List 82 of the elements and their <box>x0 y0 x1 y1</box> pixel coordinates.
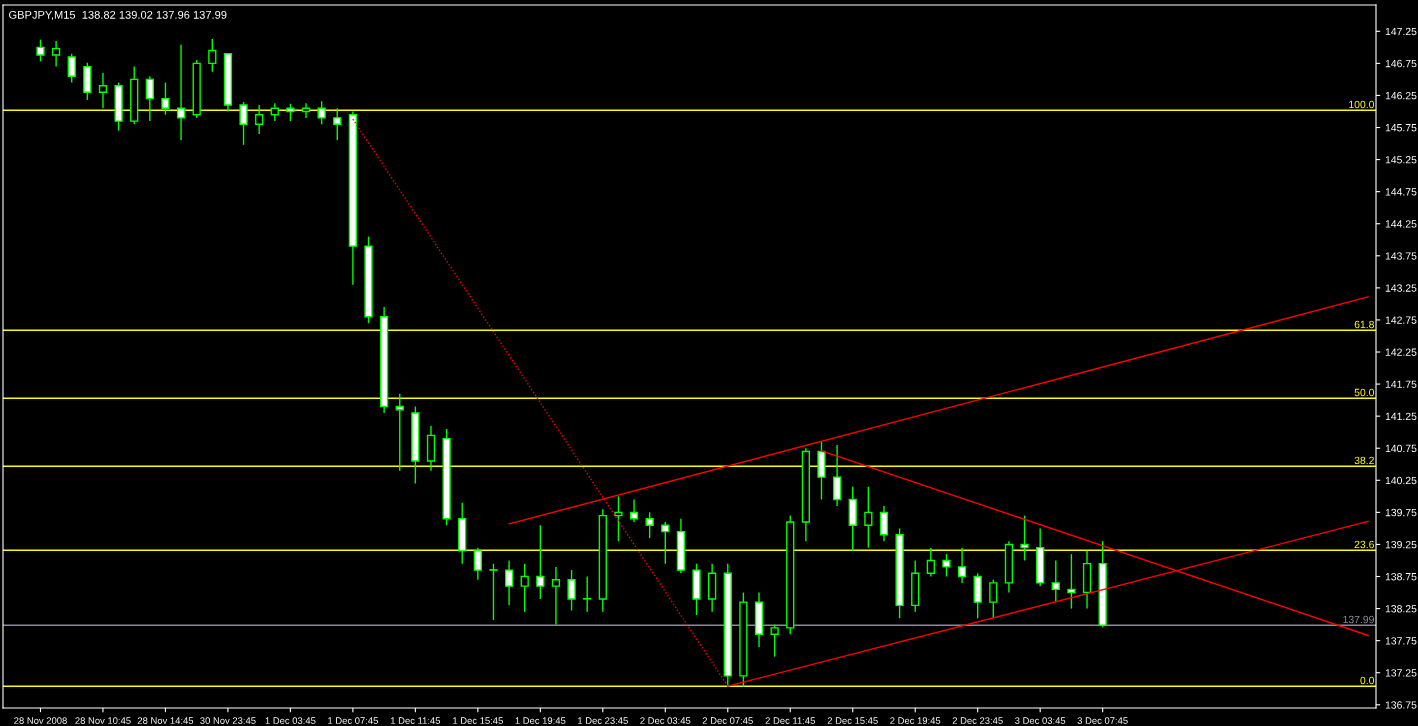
y-tick-label: 138.75 <box>1385 573 1417 581</box>
candlestick <box>661 521 670 565</box>
y-tick-label: 141.25 <box>1385 412 1417 421</box>
x-tick-label: 2 Dec 07:45 <box>702 717 753 724</box>
x-tick-label: 3 Dec 03:45 <box>1015 717 1066 724</box>
y-tick-label: 146.75 <box>1385 59 1417 68</box>
y-tick-label: 147.25 <box>1385 27 1417 36</box>
x-tick-label: 1 Dec 11:45 <box>390 717 441 724</box>
y-tick-label: 137.75 <box>1385 637 1417 645</box>
x-tick-label: 2 Dec 19:45 <box>890 717 941 724</box>
annotation: 38.2 <box>1354 456 1374 465</box>
annotation: 0.0 <box>1360 676 1375 685</box>
y-tick-label: 145.75 <box>1385 124 1417 132</box>
candlestick <box>473 546 482 581</box>
y-tick-label: 137.25 <box>1385 669 1417 677</box>
candlestick <box>614 495 623 542</box>
x-tick-label: 1 Dec 19:45 <box>515 717 566 724</box>
x-tick-label: 1 Dec 07:45 <box>328 717 378 724</box>
x-tick-label: 3 Dec 07:45 <box>1077 717 1128 724</box>
candlestick <box>879 505 889 542</box>
x-tick-label: 28 Nov 14:45 <box>137 717 194 724</box>
y-tick-label: 143.25 <box>1385 284 1417 292</box>
candlestick <box>176 44 186 142</box>
annotation: 100.0 <box>1349 100 1375 109</box>
candlestick <box>145 75 154 122</box>
x-tick-label: 28 Nov 2008 <box>14 717 67 724</box>
candlestick <box>551 566 561 626</box>
y-tick-label: 142.25 <box>1385 348 1417 356</box>
x-tick-label: 2 Dec 03:45 <box>640 717 691 724</box>
x-tick-label: 2 Dec 15:45 <box>827 717 878 724</box>
candlestick <box>504 559 514 607</box>
candlestick <box>36 38 45 63</box>
ref-line-label: 137.99 <box>1343 615 1374 624</box>
candlestick <box>51 40 61 68</box>
candlestick <box>1020 514 1029 562</box>
y-tick-label: 146.25 <box>1385 91 1417 100</box>
y-tick-label: 139.25 <box>1385 540 1417 549</box>
y-tick-label: 136.75 <box>1385 701 1417 709</box>
x-tick-label: 2 Dec 23:45 <box>952 717 1003 724</box>
y-tick-label: 141.75 <box>1385 380 1417 388</box>
x-tick-label: 1 Dec 15:45 <box>453 717 503 724</box>
candlestick <box>1051 559 1060 603</box>
y-tick-label: 143.75 <box>1385 252 1417 260</box>
y-tick-label: 144.25 <box>1385 220 1417 228</box>
candlestick <box>645 511 654 539</box>
y-tick-label: 144.75 <box>1385 188 1417 196</box>
candlestick <box>208 38 217 73</box>
candlestick <box>770 623 779 658</box>
candlestick <box>583 575 592 613</box>
y-tick-label: 142.75 <box>1385 316 1417 324</box>
candlestick <box>489 562 498 621</box>
x-tick-label: 28 Nov 10:45 <box>75 717 131 724</box>
candlestick <box>536 524 545 600</box>
candlestick <box>255 104 264 135</box>
candlestick <box>161 81 170 116</box>
x-tick-label: 30 Nov 23:45 <box>200 717 256 724</box>
chart-title: GBPJPY,M15 138.82 139.02 137.96 137.99 <box>9 10 227 21</box>
candlestick <box>567 569 576 612</box>
candlestick <box>864 486 873 549</box>
annotation: 61.8 <box>1354 320 1374 329</box>
candlestick <box>957 546 967 584</box>
annotation: 23.6 <box>1354 540 1374 549</box>
candlestick <box>832 444 842 507</box>
candlestick <box>67 53 76 84</box>
candlestick <box>1067 553 1076 610</box>
y-tick-label: 138.25 <box>1385 605 1417 613</box>
y-tick-label: 145.25 <box>1385 156 1417 164</box>
candlestick <box>317 100 326 125</box>
candlestick <box>98 72 108 109</box>
candlestick <box>942 553 951 578</box>
y-tick-label: 140.25 <box>1385 476 1417 485</box>
candlestick <box>520 562 529 613</box>
candlestick <box>989 579 998 619</box>
x-tick-label: 1 Dec 03:45 <box>265 717 316 724</box>
candlestick <box>239 101 248 146</box>
y-tick-label: 139.75 <box>1385 508 1417 517</box>
candlestick <box>333 107 342 142</box>
candlestick <box>926 546 935 578</box>
annotation: 50.0 <box>1354 388 1375 397</box>
x-tick-label: 1 Dec 23:45 <box>578 717 628 724</box>
y-tick-label: 140.75 <box>1385 444 1417 453</box>
x-tick-label: 2 Dec 11:45 <box>765 717 815 724</box>
